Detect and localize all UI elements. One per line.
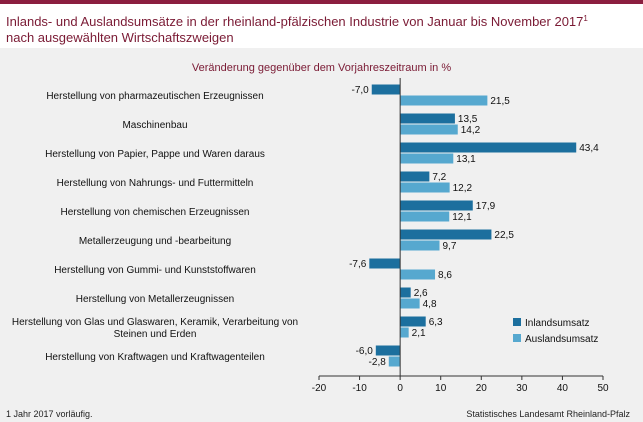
value-label: 13,1 (456, 154, 476, 165)
value-label: 6,3 (429, 317, 443, 328)
category-label: Herstellung von pharmazeutischen Erzeugn… (46, 91, 263, 102)
ausland-bar (400, 269, 436, 280)
category-label-cont: Steinen und Erden (114, 329, 197, 340)
category-label: Herstellung von chemischen Erzeugnissen (61, 207, 250, 218)
value-label: 12,1 (452, 212, 472, 223)
x-tick-label: -20 (312, 383, 327, 394)
category-label: Herstellung von Glas und Glaswaren, Kera… (12, 317, 298, 328)
inland-bar (400, 142, 577, 153)
inland-bar (400, 287, 411, 298)
value-label: 43,4 (579, 143, 599, 154)
ausland-bar (400, 240, 440, 251)
ausland-bar (400, 298, 420, 309)
inland-bar (400, 316, 426, 327)
x-tick-label: 20 (476, 383, 488, 394)
ausland-bar (400, 153, 454, 164)
value-label: 12,2 (453, 183, 473, 194)
inland-bar (375, 345, 401, 356)
x-tick-label: 0 (397, 383, 403, 394)
title-line-1: Inlands- und Auslandsumsätze in der rhei… (6, 14, 584, 29)
legend-label: Auslandsumsatz (525, 334, 598, 345)
value-label: -7,6 (349, 259, 367, 270)
value-label: -6,0 (356, 346, 374, 357)
x-tick-label: 10 (435, 383, 447, 394)
legend-swatch-inland (513, 318, 521, 326)
value-label: 14,2 (461, 125, 481, 136)
inland-bar (400, 113, 455, 124)
chart-title: Inlands- und Auslandsumsätze in der rhei… (6, 11, 588, 46)
x-tick-label: 50 (597, 383, 609, 394)
plot-background (0, 48, 643, 422)
ausland-bar (400, 327, 409, 338)
category-label: Herstellung von Kraftwagen und Kraftwage… (45, 352, 265, 363)
ausland-bar (400, 182, 450, 193)
title-footnote-marker: 1 (583, 14, 588, 23)
inland-bar (400, 171, 430, 182)
value-label: 4,8 (423, 299, 437, 310)
x-tick-label: 40 (557, 383, 569, 394)
ausland-bar (400, 124, 458, 135)
legend-swatch-ausland (513, 334, 521, 342)
value-label: 22,5 (494, 230, 514, 241)
value-label: -2,8 (369, 357, 387, 368)
category-label: Herstellung von Metallerzeugnissen (76, 294, 234, 305)
value-label: 7,2 (432, 172, 446, 183)
ausland-bar (400, 211, 450, 222)
title-line-2: nach ausgewählten Wirtschaftszweigen (6, 30, 234, 45)
value-label: 2,6 (414, 288, 428, 299)
value-label: 21,5 (490, 96, 510, 107)
inland-bar (369, 258, 401, 269)
value-label: 13,5 (458, 114, 478, 125)
value-label: 8,6 (438, 270, 452, 281)
ausland-bar (400, 95, 488, 106)
value-label: 2,1 (412, 328, 426, 339)
value-label: 9,7 (442, 241, 456, 252)
category-label: Maschinenbau (122, 120, 187, 131)
category-label: Herstellung von Nahrungs- und Futtermitt… (57, 178, 254, 189)
inland-bar (400, 229, 492, 240)
source-note: Statistisches Landesamt Rheinland-Pfalz (466, 409, 630, 419)
header-accent-bar (0, 0, 643, 4)
x-tick-label: 30 (516, 383, 528, 394)
category-label: Herstellung von Gummi- und Kunststoffwar… (54, 265, 256, 276)
category-label: Herstellung von Papier, Pappe und Waren … (45, 149, 265, 160)
x-tick-label: -10 (352, 383, 367, 394)
legend-label: Inlandsumsatz (525, 318, 589, 329)
inland-bar (400, 200, 473, 211)
value-label: 17,9 (476, 201, 496, 212)
value-label: -7,0 (352, 85, 370, 96)
chart-subtitle: Veränderung gegenüber dem Vorjahreszeitr… (191, 62, 452, 74)
category-label: Metallerzeugung und -bearbeitung (79, 236, 231, 247)
ausland-bar (388, 356, 401, 367)
inland-bar (371, 84, 401, 95)
footnote: 1 Jahr 2017 vorläufig. (6, 409, 93, 419)
